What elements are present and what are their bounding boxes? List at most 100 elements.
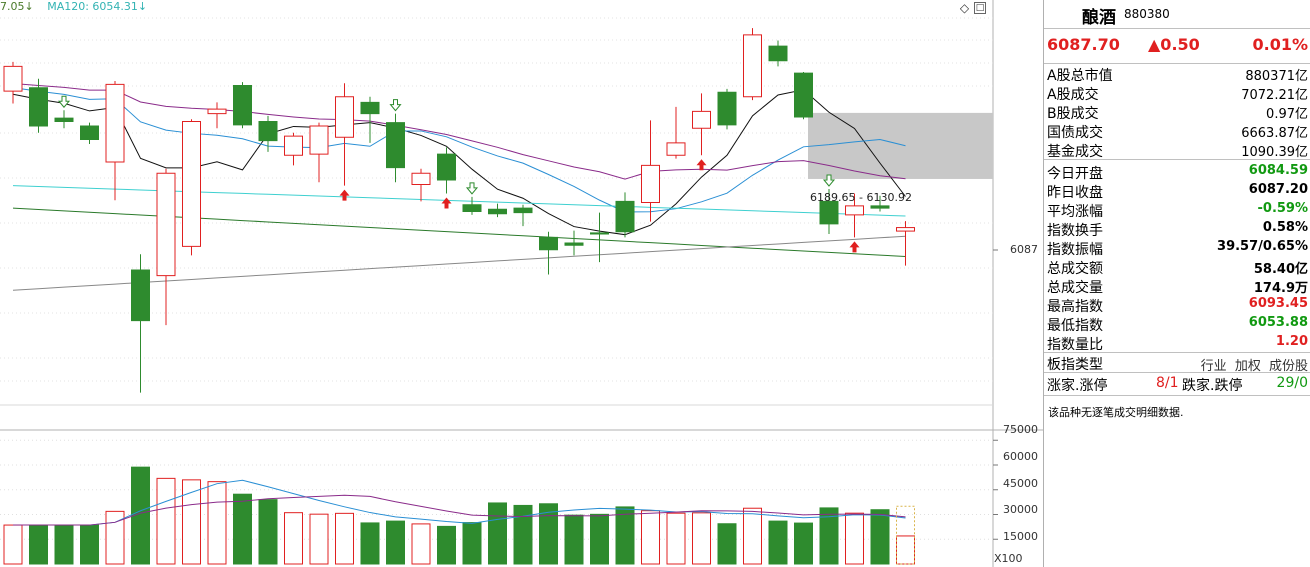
candle-body — [80, 125, 99, 140]
stat-row: 总成交额 58.40亿 — [1044, 257, 1310, 277]
down-arrow-icon — [57, 95, 71, 109]
volume-bar — [819, 507, 839, 565]
candle-body — [539, 236, 558, 251]
stat-label: 国债成交 — [1047, 125, 1103, 141]
down-arrow-icon — [389, 99, 402, 112]
stat-label: 基金成交 — [1047, 144, 1103, 160]
vol-tick: 30000 — [1003, 503, 1038, 516]
last-price: 6087.70 — [1047, 35, 1120, 54]
type-option-weighted[interactable]: 加权 — [1234, 359, 1261, 374]
forecast-volume-box — [896, 505, 915, 565]
diamond-icon[interactable]: ◇ — [959, 1, 970, 15]
stat-label: 最高指数 — [1047, 299, 1103, 315]
volume-bar — [360, 522, 380, 565]
stat-label: 指数量比 — [1047, 337, 1103, 353]
type-option-industry[interactable]: 行业 — [1200, 359, 1227, 374]
candle-body — [258, 121, 278, 142]
type-option-constituents[interactable]: 成份股 — [1268, 359, 1308, 374]
stat-value: 6087.20 — [1248, 182, 1308, 197]
kline-chart-area[interactable]: 7.05↓ MA120: 6054.31↓ ◇ □ 6189.65 - 6130… — [0, 0, 1043, 567]
vol-ma10-line — [13, 494, 906, 526]
volume-bar — [641, 510, 660, 565]
stat-value: 6663.87亿 — [1241, 126, 1308, 141]
kline-chart[interactable] — [0, 0, 1043, 567]
candle-body — [309, 125, 329, 155]
stat-label: 今日开盘 — [1047, 166, 1103, 182]
volume-bar — [845, 512, 864, 565]
volume-bar — [309, 513, 329, 565]
candle-body — [564, 242, 584, 246]
volume-bar — [80, 524, 99, 565]
volume-bar — [3, 524, 23, 565]
candle-body — [488, 208, 507, 215]
ma-legend-first: 7.05↓ — [0, 0, 34, 13]
candle-body — [462, 204, 482, 212]
candle-body — [335, 96, 354, 138]
ma90-line — [12, 207, 906, 257]
up-arrow-icon — [696, 159, 707, 171]
board-type-label: 板指类型 — [1047, 357, 1103, 373]
stat-row: 指数量比 1.20 — [1044, 333, 1310, 353]
candle-body — [590, 232, 609, 235]
volume-bar — [870, 509, 890, 565]
volume-bar — [437, 525, 456, 565]
vol-tick: 75000 — [1003, 423, 1038, 436]
volume-bar — [54, 524, 74, 565]
volume-bar — [692, 512, 711, 565]
volume-bar — [666, 512, 686, 565]
quote-panel: 酿酒 880380 6087.70 ▲0.50 0.01% A股总市值 88037… — [1043, 0, 1310, 567]
stat-value: 0.97亿 — [1266, 107, 1308, 122]
down-value: 29/0 — [1276, 375, 1308, 391]
price-axis-label: 6087 — [1010, 243, 1038, 256]
stat-row: 基金成交 1090.39亿 — [1044, 140, 1310, 160]
candle-body — [743, 34, 762, 98]
stat-label: B股成交 — [1047, 106, 1099, 122]
volume-bar — [564, 514, 584, 565]
volume-bar — [207, 481, 227, 565]
stat-value: 880371亿 — [1245, 69, 1308, 84]
candle-body — [284, 135, 303, 156]
stat-value: 1090.39亿 — [1241, 145, 1308, 160]
stat-row: 指数振幅 39.57/0.65% — [1044, 238, 1310, 258]
stat-value: 39.57/0.65% — [1217, 239, 1308, 254]
stat-value: 7072.21亿 — [1241, 88, 1308, 103]
candle-body — [717, 91, 737, 126]
down-label: 跌家.跌停 — [1182, 378, 1243, 394]
candle-body — [207, 108, 227, 115]
candle-body — [641, 164, 660, 203]
ma60-line — [12, 185, 906, 217]
candle-body — [411, 172, 431, 185]
vol-tick: 15000 — [1003, 530, 1038, 543]
board-type-row: 板指类型 行业 加权 成份股 — [1044, 353, 1310, 374]
volume-bar — [131, 466, 150, 565]
candle-body — [615, 200, 635, 233]
volume-bar — [539, 503, 558, 565]
stat-label: A股成交 — [1047, 87, 1099, 103]
candle-body — [768, 45, 788, 62]
candle-body — [156, 172, 176, 277]
stat-value: 58.40亿 — [1253, 262, 1308, 277]
index-code: 880380 — [1124, 7, 1170, 21]
stat-value: 0.58% — [1262, 220, 1308, 235]
price-range-box — [808, 112, 993, 179]
volume-bar — [615, 506, 635, 565]
volume-bar — [513, 504, 533, 565]
candle-body — [233, 85, 252, 126]
up-value: 8/1 — [1156, 375, 1179, 391]
stat-value: 1.20 — [1275, 334, 1308, 349]
pct-change: 0.01% — [1252, 35, 1308, 54]
volume-bar — [335, 512, 354, 565]
candle-body — [386, 122, 405, 169]
stat-label: 最低指数 — [1047, 318, 1103, 334]
price-change: ▲0.50 — [1148, 35, 1200, 54]
panel-title: 酿酒 880380 — [1044, 0, 1310, 28]
stat-row: A股成交 7072.21亿 — [1044, 83, 1310, 103]
volume-bar — [462, 522, 482, 565]
window-toggle-icon[interactable]: □ — [974, 2, 986, 14]
stat-row: 昨日收盘 6087.20 — [1044, 181, 1310, 201]
volume-bar — [156, 477, 176, 565]
volume-bar — [590, 513, 609, 565]
index-stats: 今日开盘 6084.59 昨日收盘 6087.20 平均涨幅 -0.59% 指数换手 0.58… — [1044, 162, 1310, 353]
volume-bar — [411, 523, 431, 565]
candle-body — [131, 269, 150, 322]
